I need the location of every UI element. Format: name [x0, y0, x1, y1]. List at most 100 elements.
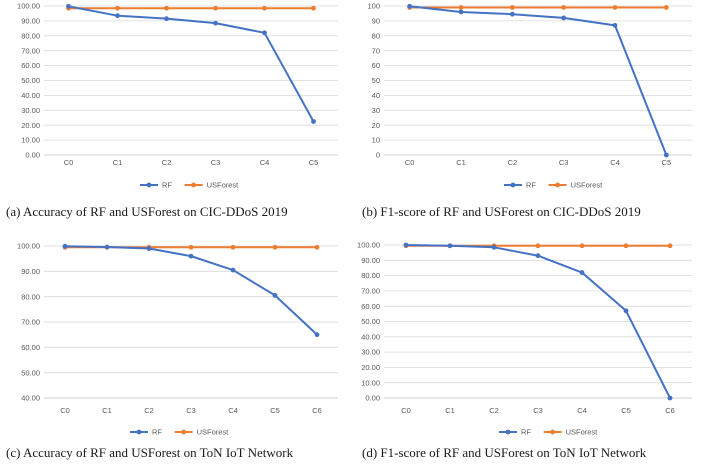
y-tick-label: 80.00	[21, 31, 40, 40]
data-point-usforest	[188, 244, 194, 250]
y-tick-label: 90.00	[361, 256, 380, 265]
x-tick-label: C2	[508, 158, 518, 167]
data-point-usforest	[509, 5, 515, 10]
legend-label-usforest: USForest	[571, 181, 604, 190]
data-point-rf	[535, 253, 541, 259]
data-point-rf	[403, 242, 409, 248]
data-point-rf	[491, 244, 497, 250]
data-point-rf	[311, 119, 316, 124]
data-point-rf	[262, 30, 267, 36]
chart-a: 0.00 10.00 20.00 30.00 40.00 50.00 60.00 70.00 8…	[0, 0, 354, 196]
y-tick-label: 80.00	[21, 292, 40, 301]
y-tick-label: 70.00	[21, 46, 40, 55]
data-point-usforest	[262, 5, 267, 11]
x-tick-label: C6	[665, 406, 675, 415]
data-point-rf	[115, 13, 120, 19]
data-point-rf	[66, 3, 71, 9]
data-point-rf	[146, 246, 152, 251]
y-tick-label: 40	[372, 91, 380, 100]
chart-d-svg: 0.00 10.00 20.00 30.00 40.00 50.00 60.00 70.00 8…	[357, 241, 692, 437]
data-point-rf	[407, 3, 413, 9]
legend-marker-usforest	[550, 429, 555, 435]
caption-a: (a) Accuracy of RF and USForest on CIC-D…	[6, 204, 288, 219]
y-tick-label: 90	[372, 17, 380, 26]
x-tick-label: C3	[211, 158, 221, 167]
y-tick-label: 0.00	[365, 394, 380, 403]
x-tick-label: C0	[401, 406, 411, 415]
y-tick-label: 20.00	[21, 121, 40, 130]
y-tick-label: 90.00	[21, 17, 40, 26]
y-tick-label: 20.00	[361, 363, 380, 372]
x-tick-label: C5	[309, 158, 319, 167]
data-point-usforest	[272, 244, 278, 250]
data-point-rf	[164, 16, 169, 22]
legend-label-usforest: USForest	[197, 428, 230, 437]
chart-b: 0 10 20 30 40 50 60 70 80 90 100 C0 C1 C2 C3 C4 C5 RF USFo…	[354, 0, 708, 196]
legend-marker-rf	[136, 429, 142, 435]
y-tick-label: 40.00	[361, 332, 380, 341]
data-point-rf	[663, 152, 669, 158]
x-tick-label: C1	[102, 406, 112, 415]
data-point-rf	[272, 293, 278, 298]
data-point-rf	[104, 244, 110, 250]
chart-d: 0.00 10.00 20.00 30.00 40.00 50.00 60.00 70.00 8…	[354, 232, 708, 440]
y-tick-label: 60.00	[21, 61, 40, 70]
legend-marker-usforest	[181, 429, 187, 435]
y-tick-label: 50.00	[21, 76, 40, 85]
data-point-rf	[667, 395, 673, 401]
y-tick-label: 30	[372, 106, 380, 115]
y-tick-label: 0	[376, 151, 380, 160]
data-point-rf	[612, 22, 618, 28]
data-point-usforest	[115, 5, 120, 11]
y-tick-label: 100.00	[17, 2, 40, 11]
y-tick-label: 20	[372, 121, 380, 130]
data-point-rf	[230, 267, 236, 273]
data-point-usforest	[561, 5, 567, 10]
legend-marker-rf	[146, 182, 152, 188]
legend-marker-usforest	[191, 182, 197, 188]
x-tick-label: C1	[113, 158, 123, 167]
y-tick-label: 100.00	[357, 241, 380, 250]
y-tick-label: 70.00	[361, 287, 380, 296]
data-point-usforest	[579, 243, 585, 249]
data-point-rf	[213, 20, 218, 26]
legend-label-usforest: USForest	[207, 181, 240, 190]
x-tick-label: C3	[533, 406, 543, 415]
y-tick-label: 100.00	[17, 242, 40, 251]
data-point-usforest	[663, 5, 669, 10]
x-tick-label: C4	[577, 406, 587, 415]
y-tick-label: 50	[372, 76, 380, 85]
data-point-usforest	[667, 243, 673, 249]
legend-label-rf: RF	[521, 428, 531, 437]
x-tick-label: C3	[186, 406, 196, 415]
data-point-usforest	[311, 5, 316, 11]
y-tick-label: 50.00	[21, 368, 40, 377]
data-point-rf	[62, 243, 68, 249]
data-point-usforest	[623, 243, 629, 249]
data-point-rf	[188, 253, 194, 259]
y-tick-label: 40.00	[21, 91, 40, 100]
x-tick-label: C0	[64, 158, 74, 167]
y-tick-label: 100	[367, 2, 380, 11]
legend-label-usforest: USForest	[566, 428, 599, 437]
x-tick-label: C4	[260, 158, 270, 167]
series-line-rf	[67, 5, 315, 123]
y-tick-label: 60.00	[361, 302, 380, 311]
y-tick-label: 80	[372, 31, 380, 40]
x-tick-label: C5	[621, 406, 631, 415]
x-tick-label: C0	[405, 158, 415, 167]
y-tick-label: 10.00	[361, 378, 380, 387]
x-tick-label: C3	[559, 158, 569, 167]
x-tick-label: C6	[312, 406, 322, 415]
x-tick-label: C1	[456, 158, 466, 167]
data-point-rf	[623, 308, 629, 314]
y-tick-label: 30.00	[361, 348, 380, 357]
x-tick-label: C2	[144, 406, 154, 415]
data-point-usforest	[612, 5, 618, 10]
data-point-usforest	[458, 5, 464, 10]
x-tick-label: C4	[228, 406, 238, 415]
series-line-rf	[408, 5, 668, 156]
y-tick-label: 70	[372, 46, 380, 55]
data-point-rf	[314, 332, 320, 338]
y-tick-label: 10.00	[21, 136, 40, 145]
